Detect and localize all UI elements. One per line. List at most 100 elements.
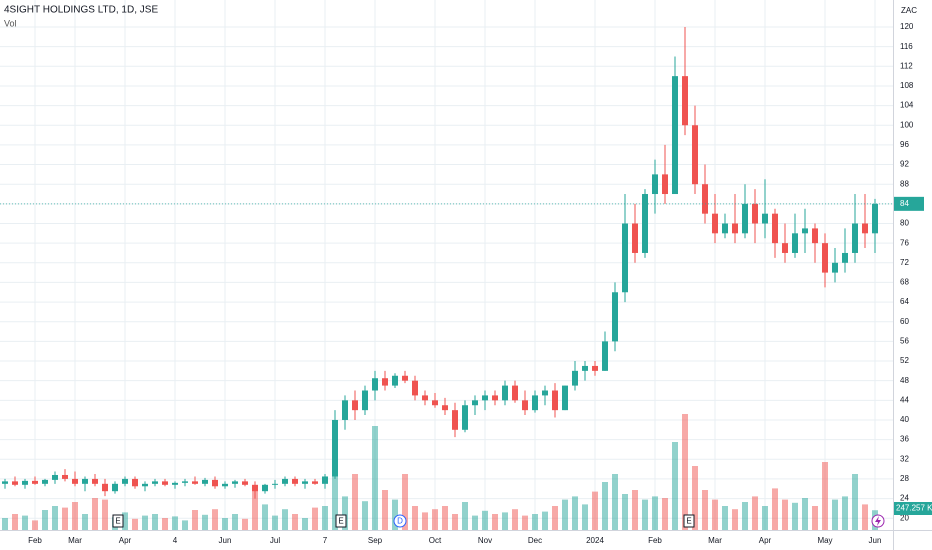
volume-bar [852, 474, 858, 530]
x-tick-label: Mar [68, 536, 82, 545]
volume-bar [672, 442, 678, 530]
candle-body [212, 479, 218, 487]
volume-bar [162, 518, 168, 530]
candle-body [662, 174, 668, 195]
candle-body [582, 365, 588, 371]
candle-body [702, 184, 708, 214]
volume-bar [762, 506, 768, 530]
volume-bar [382, 490, 388, 530]
volume-bar [242, 518, 248, 530]
volume-title: Vol [4, 18, 17, 28]
candle-body [222, 483, 228, 487]
candle-body [62, 474, 68, 479]
event-marker[interactable]: E [683, 514, 695, 528]
volume-bar [132, 518, 138, 530]
volume-bar [32, 520, 38, 530]
candle-body [752, 203, 758, 224]
candle-body [422, 395, 428, 401]
x-tick-label: Feb [648, 536, 662, 545]
volume-bar [782, 499, 788, 530]
y-tick-label: 88 [900, 179, 909, 188]
candle-body [302, 481, 308, 484]
candle-body [72, 478, 78, 484]
y-tick-label: 48 [900, 376, 909, 385]
y-tick-label: 56 [900, 336, 909, 345]
y-tick-label: 104 [900, 101, 914, 110]
y-tick-label: 24 [900, 494, 909, 503]
event-label: D [397, 517, 403, 526]
volume-bar [12, 514, 18, 530]
candle-body [242, 481, 248, 485]
x-tick-label: May [817, 536, 832, 545]
y-tick-label: 36 [900, 435, 909, 444]
candle-body [262, 484, 268, 492]
volume-bar [152, 514, 158, 530]
volume-bar [362, 501, 368, 530]
candle-body [552, 390, 558, 411]
volume-bar [22, 515, 28, 530]
event-box [112, 514, 124, 528]
candle-body [192, 481, 198, 484]
candle-body [102, 483, 108, 492]
candle-body [642, 194, 648, 253]
volume-bar [652, 496, 658, 530]
volume-bar [702, 490, 708, 530]
volume-bar [202, 514, 208, 530]
candle-body [12, 481, 18, 485]
event-label: E [686, 517, 691, 526]
y-tick-label: 92 [900, 160, 909, 169]
x-tick-label: 7 [323, 536, 328, 545]
volume-bar [512, 509, 518, 530]
event-marker[interactable]: E [112, 514, 124, 528]
volume-bar [622, 494, 628, 530]
candle-body [82, 478, 88, 484]
y-tick-label: 28 [900, 474, 909, 483]
lightning-icon[interactable] [871, 514, 885, 528]
currency-label: ZAC [901, 6, 917, 15]
volume-bar [322, 506, 328, 530]
volume-bar [492, 514, 498, 530]
volume-bar [692, 466, 698, 530]
volume-bar [862, 504, 868, 530]
candle-body [542, 390, 548, 396]
y-tick-label: 40 [900, 415, 909, 424]
candle-body [112, 483, 118, 492]
volume-bar [642, 499, 648, 530]
candle-body [52, 474, 58, 480]
event-marker[interactable]: E [335, 514, 347, 528]
volume-bar [562, 499, 568, 530]
volume-bar [802, 498, 808, 530]
candle-body [802, 228, 808, 234]
event-marker[interactable]: D [393, 514, 407, 528]
candle-body [562, 385, 568, 411]
candle-body [292, 478, 298, 484]
icon-bolt [875, 516, 881, 526]
y-tick-label: 80 [900, 219, 909, 228]
candle-body [322, 476, 328, 484]
volume-bar [662, 498, 668, 530]
volume-bar [572, 496, 578, 530]
volume-bar [792, 502, 798, 530]
x-tick-label: Jun [869, 536, 882, 545]
volume-bar [72, 502, 78, 530]
candle-body [202, 479, 208, 484]
volume-bar [42, 510, 48, 530]
last-price-label: 84 [900, 199, 909, 208]
y-tick-label: 52 [900, 356, 909, 365]
candle-body [252, 484, 258, 492]
volume-bar [82, 514, 88, 530]
candle-body [872, 203, 878, 234]
volume-bar [232, 514, 238, 530]
chart-title: 4SIGHT HOLDINGS LTD, 1D, JSE [4, 5, 158, 16]
volume-bar [372, 426, 378, 530]
volume-bar [542, 511, 548, 530]
candle-body [842, 252, 848, 263]
x-tick-label: Feb [28, 536, 42, 545]
y-tick-label: 108 [900, 81, 914, 90]
candle-body [22, 480, 28, 485]
y-tick-label: 72 [900, 258, 909, 267]
volume-bar [732, 509, 738, 530]
event-box [683, 514, 695, 528]
candle-body [782, 243, 788, 253]
